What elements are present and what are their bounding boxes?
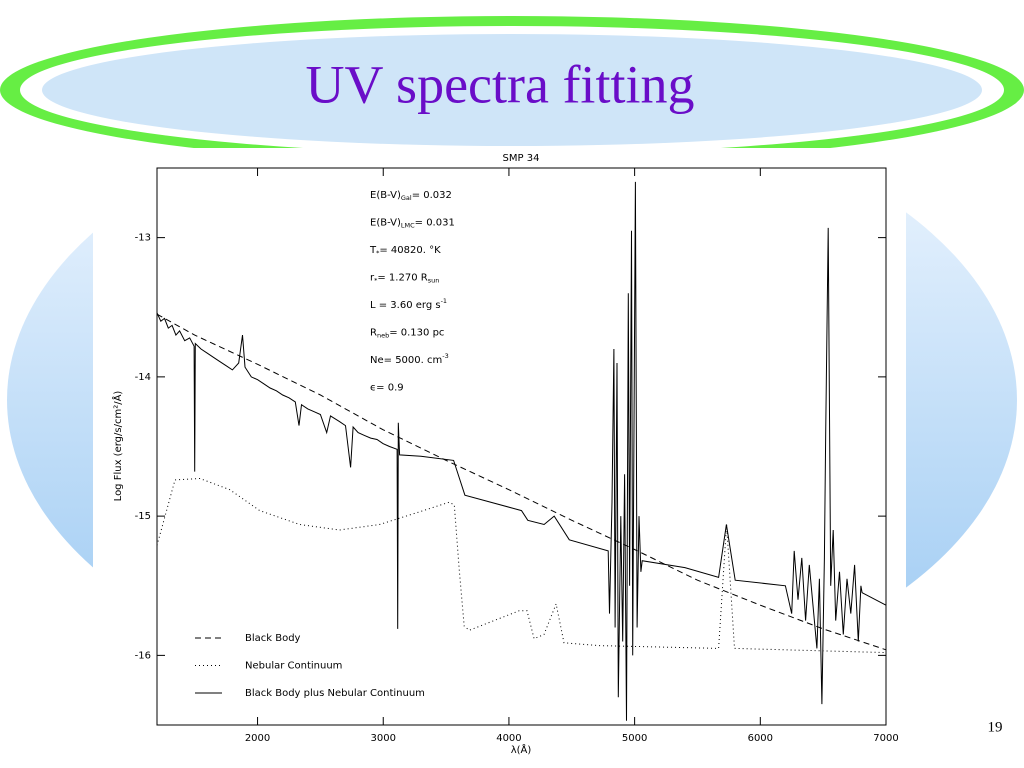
chart-background — [93, 148, 906, 760]
x-tick-label: 5000 — [622, 733, 647, 744]
annotation-part: = 0.130 pc — [389, 328, 444, 339]
chart-title: SMP 34 — [503, 153, 540, 164]
annotation-part: Gal — [401, 194, 412, 202]
annotation-part: R — [370, 328, 377, 339]
annotation: E(B-V)Gal= 0.032 — [370, 190, 452, 202]
annotation-part: * — [376, 249, 380, 257]
annotation-part: neb — [377, 332, 389, 340]
annotation: Rneb= 0.130 pc — [370, 328, 444, 340]
annotation-part: L = 3.60 erg s — [370, 300, 441, 311]
annotation-part: sun — [428, 277, 440, 285]
annotation: T*= 40820. °K — [369, 245, 441, 257]
annotation-part: = 0.031 — [415, 218, 455, 229]
x-tick-label: 7000 — [873, 733, 898, 744]
slide-title: UV spectra fitting — [306, 54, 695, 114]
page-number: 19 — [988, 719, 1003, 735]
annotation-part: * — [374, 277, 378, 285]
legend-label: Black Body — [245, 633, 301, 644]
annotation-part: = 40820. °K — [379, 245, 441, 256]
annotation-part: LMC — [401, 222, 415, 230]
annotation-part: -3 — [442, 352, 448, 360]
x-tick-label: 4000 — [496, 733, 521, 744]
series-line — [156, 181, 887, 721]
title-oval — [42, 34, 982, 146]
annotation: E(B-V)LMC= 0.031 — [370, 218, 455, 230]
x-axis-label: λ(Å) — [511, 743, 532, 756]
legend-label: Nebular Continuum — [245, 661, 342, 672]
x-tick-label: 3000 — [371, 733, 396, 744]
annotation-part: = 0.032 — [412, 190, 452, 201]
annotation: Ne= 5000. cm-3 — [370, 352, 449, 366]
annotation-part: T — [369, 245, 377, 256]
annotation-part: E(B-V) — [370, 190, 401, 201]
annotation-part: -1 — [441, 297, 447, 305]
annotation: ϵ= 0.9 — [370, 383, 404, 394]
annotation: L = 3.60 erg s-1 — [370, 297, 447, 311]
annotation-part: Ne= 5000. cm — [370, 355, 442, 366]
y-tick-label: -14 — [135, 372, 151, 383]
series-line — [156, 477, 887, 654]
plot-frame — [156, 167, 887, 726]
series-line — [156, 313, 887, 651]
y-tick-label: -16 — [135, 650, 151, 661]
annotation-part: = 1.270 R — [377, 273, 427, 284]
x-tick-label: 2000 — [245, 733, 270, 744]
y-tick-label: -13 — [135, 233, 151, 244]
annotation-part: ϵ= 0.9 — [370, 383, 404, 394]
annotation-part: E(B-V) — [370, 218, 401, 229]
y-tick-label: -15 — [135, 511, 151, 522]
legend-label: Black Body plus Nebular Continuum — [245, 688, 425, 699]
annotation: r*= 1.270 Rsun — [370, 273, 439, 285]
annotation-part: r — [370, 273, 375, 284]
y-axis-label: Log Flux (erg/s/cm²/Å) — [111, 391, 124, 502]
chart: SMP 34 λ(Å) Log Flux (erg/s/cm²/Å) 2000 3… — [111, 153, 899, 756]
x-tick-label: 6000 — [748, 733, 773, 744]
